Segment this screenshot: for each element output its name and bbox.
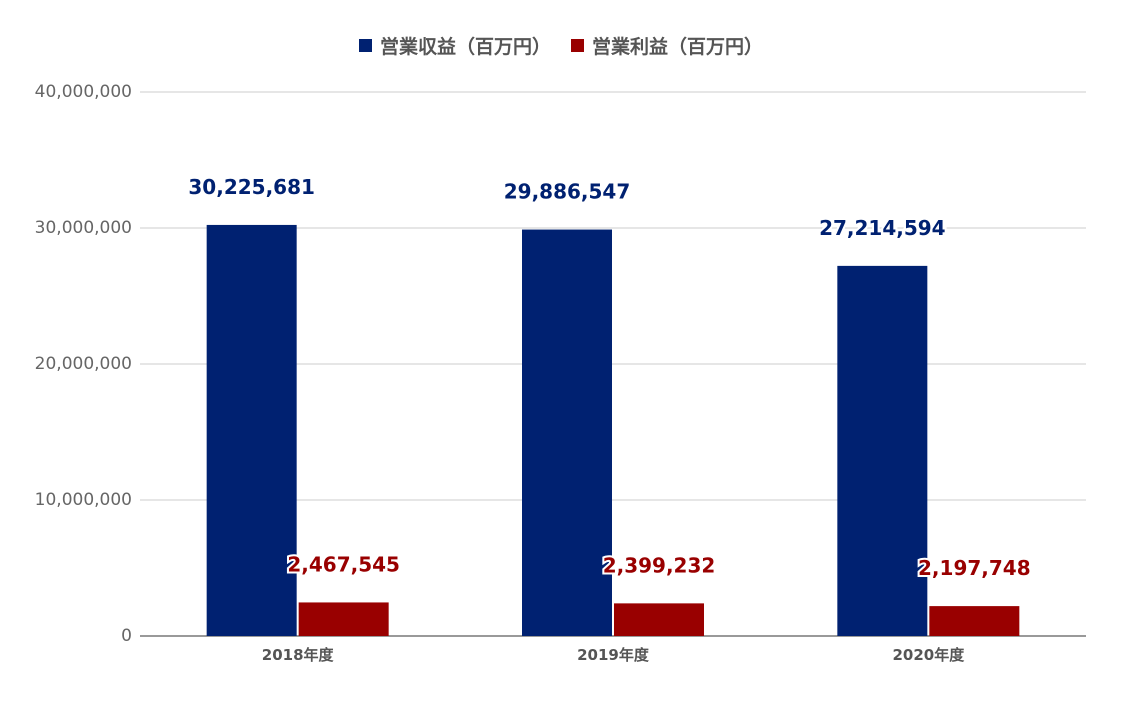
bar-operating-profit: [298, 602, 389, 636]
legend-label-revenue: 営業収益（百万円）: [379, 36, 551, 58]
legend-item-operating-profit: 営業利益（百万円）: [571, 32, 763, 59]
bar-operating-profit: [614, 603, 704, 636]
y-tick-label: 40,000,000: [35, 82, 132, 102]
chart-legend: 営業収益（百万円） 営業利益（百万円）: [0, 32, 1122, 59]
y-tick-label: 20,000,000: [35, 354, 132, 374]
data-label-operating-profit: 2,467,545: [287, 552, 400, 576]
data-label-operating-profit: 2,399,232: [603, 553, 716, 577]
bar-revenue: [206, 224, 297, 637]
legend-swatch-operating-profit: [571, 39, 584, 52]
x-tick-label: 2019年度: [577, 646, 650, 664]
bar-revenue: [837, 265, 928, 636]
data-label-revenue: 29,886,547: [504, 180, 631, 204]
y-tick-label: 10,000,000: [35, 490, 132, 510]
legend-label-operating-profit: 営業利益（百万円）: [592, 36, 764, 58]
data-label-operating-profit: 2,197,748: [918, 556, 1031, 580]
data-label-revenue: 27,214,594: [819, 216, 946, 240]
bar-operating-profit: [929, 606, 1020, 636]
legend-item-revenue: 営業収益（百万円）: [358, 32, 551, 59]
bar-revenue: [522, 229, 612, 636]
x-tick-label: 2018年度: [262, 646, 335, 664]
y-tick-label: 30,000,000: [35, 218, 132, 238]
y-tick-label: 0: [121, 626, 132, 646]
x-tick-label: 2020年度: [892, 646, 965, 664]
data-label-revenue: 30,225,681: [188, 175, 315, 199]
legend-swatch-revenue: [358, 39, 372, 52]
